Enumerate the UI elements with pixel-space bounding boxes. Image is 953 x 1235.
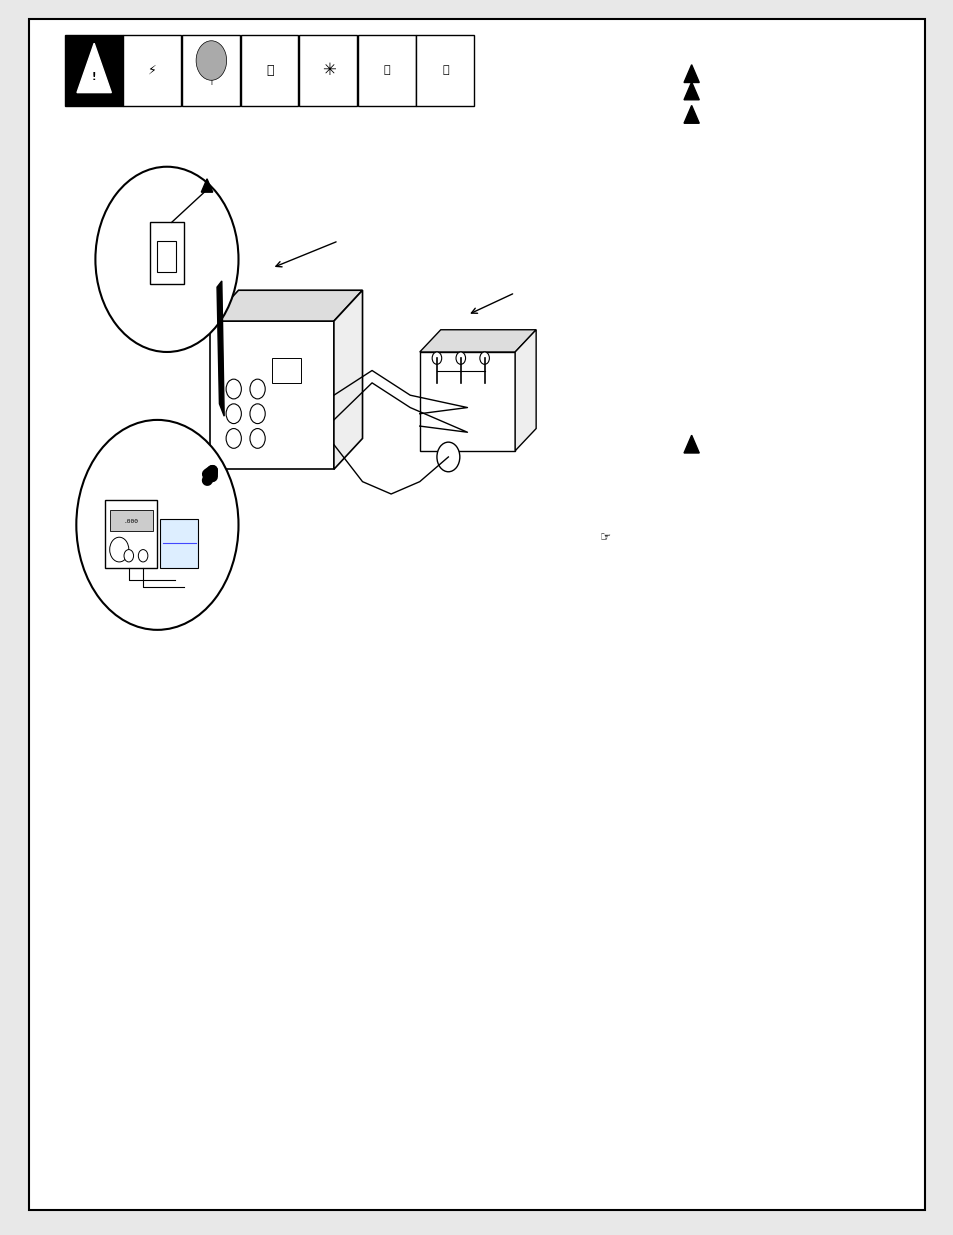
Bar <box>150 222 184 284</box>
Polygon shape <box>419 352 515 451</box>
Text: ✳: ✳ <box>321 62 335 79</box>
Circle shape <box>226 429 241 448</box>
Bar <box>357 35 416 106</box>
Circle shape <box>250 379 265 399</box>
Polygon shape <box>210 321 334 469</box>
Bar <box>299 35 356 106</box>
Circle shape <box>124 550 133 562</box>
Circle shape <box>196 41 227 80</box>
Text: 🔥: 🔥 <box>266 64 274 77</box>
Text: 〰: 〰 <box>442 65 449 75</box>
Text: I: I <box>211 80 213 85</box>
Polygon shape <box>216 280 224 416</box>
Circle shape <box>226 404 241 424</box>
Bar <box>160 519 198 568</box>
Circle shape <box>250 404 265 424</box>
Polygon shape <box>515 330 536 451</box>
Circle shape <box>76 420 238 630</box>
Polygon shape <box>419 330 536 352</box>
Circle shape <box>436 442 459 472</box>
Circle shape <box>479 352 489 364</box>
Polygon shape <box>683 82 699 100</box>
Text: 🦅: 🦅 <box>383 65 390 75</box>
Polygon shape <box>683 435 699 453</box>
Circle shape <box>226 379 241 399</box>
Text: !: ! <box>91 72 96 82</box>
FancyBboxPatch shape <box>29 19 924 1210</box>
Polygon shape <box>210 290 362 321</box>
Bar <box>182 35 239 106</box>
Circle shape <box>95 167 238 352</box>
Polygon shape <box>683 105 699 124</box>
Text: ⚡: ⚡ <box>149 64 157 77</box>
Bar <box>65 35 123 106</box>
Circle shape <box>138 550 148 562</box>
Bar <box>416 35 474 106</box>
Polygon shape <box>334 290 362 469</box>
Text: .000: .000 <box>124 519 138 524</box>
Bar <box>123 35 181 106</box>
Polygon shape <box>683 64 699 83</box>
Circle shape <box>432 352 441 364</box>
Polygon shape <box>77 43 112 93</box>
Circle shape <box>456 352 465 364</box>
Bar <box>240 35 298 106</box>
Text: ☞: ☞ <box>599 531 611 543</box>
Bar <box>105 500 157 568</box>
Bar <box>157 241 176 272</box>
Circle shape <box>110 537 129 562</box>
Bar <box>272 358 300 383</box>
Bar <box>110 510 152 531</box>
Polygon shape <box>201 179 213 193</box>
Circle shape <box>250 429 265 448</box>
